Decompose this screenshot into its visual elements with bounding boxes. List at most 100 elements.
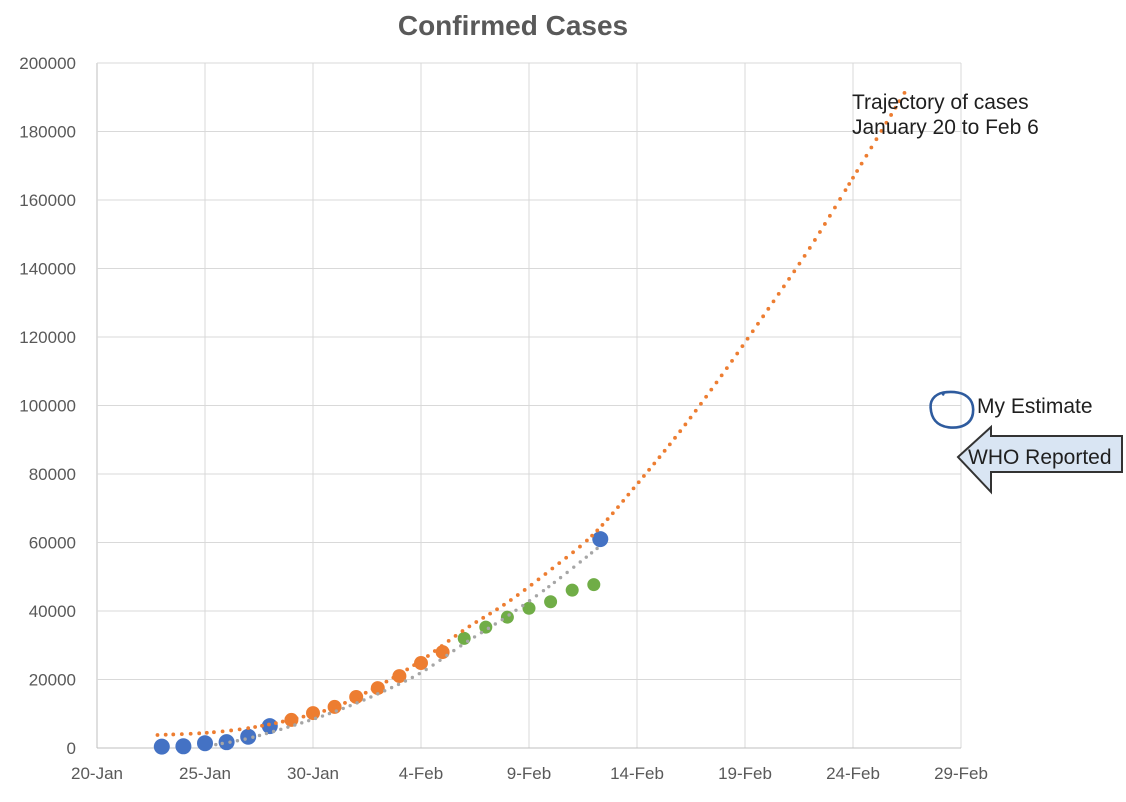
x-tick-label: 24-Feb: [826, 764, 880, 783]
trend-dot: [212, 730, 216, 735]
trend-dot: [541, 588, 546, 593]
trend-dot: [410, 675, 415, 680]
trend-dot: [293, 723, 297, 727]
data-point-my-estimate: [175, 738, 192, 755]
trend-dot: [453, 633, 458, 638]
trend-dot: [529, 582, 534, 587]
trend-dot: [155, 733, 160, 737]
trend-dot: [851, 175, 855, 180]
data-point-who-reported: [544, 595, 558, 609]
trend-dot: [543, 572, 548, 576]
trend-dot: [823, 222, 827, 226]
trend-dot: [301, 714, 306, 719]
y-tick-label: 60000: [29, 534, 76, 553]
data-point-my-estimate: [240, 728, 257, 745]
trend-dot: [657, 455, 662, 460]
trend-dot: [578, 544, 582, 549]
trend-dot: [355, 701, 359, 705]
trend-dot: [781, 284, 786, 289]
trend-dot: [243, 737, 247, 741]
trend-dot: [228, 740, 232, 744]
data-point-who-reported: [479, 620, 493, 634]
x-tick-label: 29-Feb: [934, 764, 988, 783]
x-tick-label: 30-Jan: [287, 764, 339, 783]
trend-dot: [445, 653, 449, 658]
trend-dot: [874, 137, 879, 142]
trend-dot: [424, 667, 428, 672]
data-point-who-reported: [457, 631, 471, 645]
x-tick-label: 20-Jan: [71, 764, 123, 783]
trend-dot: [405, 667, 410, 672]
x-tick-label: 19-Feb: [718, 764, 772, 783]
trend-dot: [879, 128, 884, 133]
data-point-trajectory-of-cases-actual: [392, 669, 407, 684]
trend-dot: [514, 608, 518, 613]
trend-dot: [621, 498, 626, 503]
trend-dot: [600, 523, 605, 527]
data-point-my-estimate: [153, 738, 170, 755]
trend-dot: [474, 620, 479, 624]
trend-dot: [864, 153, 869, 158]
trend-dot: [229, 728, 234, 733]
who-reported-arrow-icon: [956, 424, 1123, 495]
trajectory-note-line2: January 20 to Feb 6: [852, 116, 1039, 139]
data-point-trajectory-of-cases-actual: [370, 681, 385, 696]
trend-dot: [370, 687, 375, 692]
trend-dot: [792, 269, 797, 274]
trend-dot: [336, 703, 340, 708]
trajectory-note-line1: Trajectory of cases: [852, 91, 1029, 114]
y-tick-label: 180000: [19, 123, 76, 142]
data-point-trajectory-of-cases-actual: [414, 656, 428, 671]
trend-dot: [678, 429, 683, 434]
trend-dot: [412, 663, 416, 668]
trend-dot: [756, 321, 760, 326]
data-points-layer: [153, 531, 609, 755]
trend-dot: [452, 648, 456, 653]
trend-dot: [522, 588, 527, 592]
trend-dot: [807, 246, 812, 250]
trend-dot: [479, 630, 484, 635]
trend-dot: [260, 723, 264, 728]
x-tick-label: 25-Jan: [179, 764, 231, 783]
trend-dot: [662, 448, 667, 453]
trend-dot: [334, 709, 339, 713]
trend-dot: [294, 716, 299, 721]
trend-dot: [459, 644, 463, 648]
trend-dot: [315, 711, 320, 715]
data-point-who-reported: [522, 601, 536, 615]
trend-dot: [426, 654, 430, 658]
trend-dot: [369, 695, 373, 699]
trend-dot: [787, 277, 791, 281]
trend-dot: [897, 99, 902, 103]
trend-dot: [766, 306, 771, 311]
y-tick-label: 40000: [29, 602, 76, 621]
trend-dot: [472, 635, 477, 639]
trend-dot: [500, 617, 504, 622]
axis-label-layer: 20-Jan 25-Jan 30-Jan 4-Feb 9-Feb 14-Feb 19-Feb…: [19, 54, 988, 783]
who-reported-label: WHO Reported: [968, 446, 1112, 469]
trend-dot: [502, 602, 506, 607]
trend-dot: [460, 629, 465, 633]
trend-dot: [446, 638, 451, 643]
trend-dot: [547, 584, 551, 589]
trend-dot: [329, 706, 334, 711]
trend-dot: [869, 145, 874, 150]
trend-dot: [750, 329, 755, 334]
y-tick-label: 160000: [19, 191, 76, 210]
trend-dot: [264, 731, 269, 736]
trend-dot: [391, 675, 396, 680]
trend-dot: [343, 701, 347, 705]
trend-dot: [683, 422, 688, 427]
trend-dot: [320, 714, 325, 718]
trend-dot: [578, 560, 582, 564]
trend-dot: [745, 336, 750, 341]
trend-dot: [693, 408, 698, 413]
trend-dot: [527, 599, 532, 603]
y-tick-label: 120000: [19, 328, 76, 347]
grid-layer: [96, 62, 962, 749]
trend-dot: [495, 607, 499, 612]
trend-dot: [384, 679, 389, 684]
trend-dot: [730, 358, 734, 363]
trend-dot: [776, 291, 781, 296]
trend-dot: [488, 611, 493, 616]
